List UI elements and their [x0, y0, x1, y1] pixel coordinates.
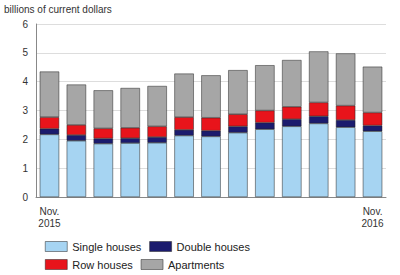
svg-text:3: 3 [22, 105, 28, 116]
svg-text:4: 4 [22, 76, 28, 87]
svg-text:0: 0 [22, 192, 28, 203]
svg-text:2: 2 [22, 134, 28, 145]
svg-text:billions of current dollars: billions of current dollars [4, 4, 112, 15]
svg-text:Row houses: Row houses [72, 259, 133, 271]
svg-text:Single houses: Single houses [72, 241, 142, 253]
svg-text:2015: 2015 [38, 218, 61, 229]
svg-text:Nov.: Nov. [40, 206, 60, 217]
svg-text:Double houses: Double houses [177, 241, 251, 253]
svg-text:1: 1 [22, 163, 28, 174]
svg-text:2016: 2016 [361, 218, 384, 229]
svg-text:6: 6 [22, 19, 28, 30]
svg-text:Apartments: Apartments [168, 259, 225, 271]
svg-text:5: 5 [22, 47, 28, 58]
svg-text:Nov.: Nov. [363, 206, 383, 217]
